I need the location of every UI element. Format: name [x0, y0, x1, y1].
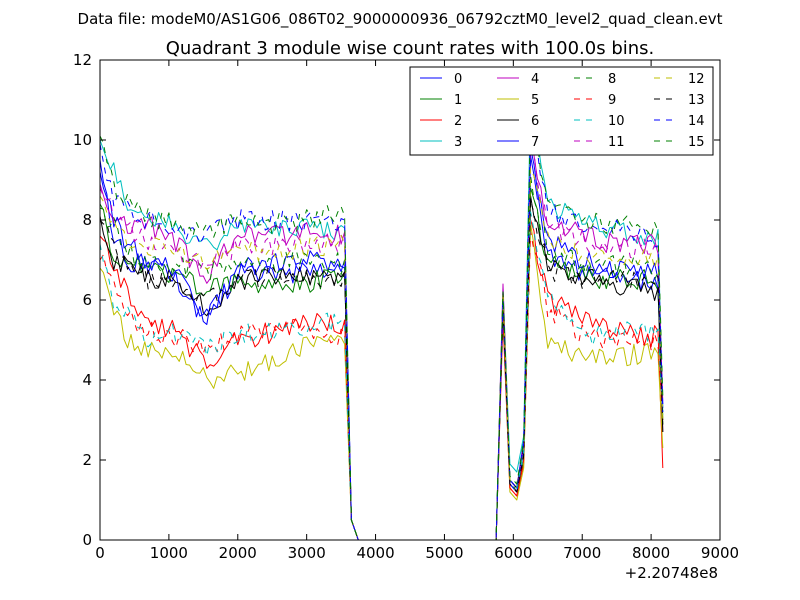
chart-suptitle: Data file: modeM0/AS1G06_086T02_90000009… [78, 10, 723, 29]
series-11-line [99, 147, 664, 541]
series-6-line [99, 195, 664, 541]
series-2-line [99, 219, 664, 541]
legend-label-11: 11 [608, 135, 625, 150]
legend-label-2: 2 [454, 114, 462, 129]
legend-label-4: 4 [531, 72, 539, 87]
x-tick-label: 0 [95, 544, 105, 562]
y-tick-label: 2 [82, 451, 92, 469]
x-tick-label: 7000 [563, 544, 601, 562]
chart-title: Quadrant 3 module wise count rates with … [166, 38, 655, 59]
series-5-line [99, 223, 664, 541]
legend-label-0: 0 [454, 72, 462, 87]
series-13-line [99, 199, 664, 541]
x-tick-label: 2000 [219, 544, 257, 562]
y-tick-label: 10 [73, 131, 92, 149]
x-tick-label: 9000 [701, 544, 739, 562]
x-tick-label: 4000 [356, 544, 394, 562]
series-1-line [99, 187, 664, 541]
x-tick-label: 3000 [288, 544, 326, 562]
axis-ticks: 0 1000 2000 3000 4000 5000 6000 7000 8000 9000 0 2 4… [73, 51, 739, 562]
legend-label-8: 8 [608, 72, 616, 87]
series-10-line [99, 211, 664, 541]
legend-label-14: 14 [688, 114, 705, 129]
legend-box [409, 66, 714, 156]
legend-label-10: 10 [608, 114, 625, 129]
y-tick-label: 8 [82, 211, 92, 229]
legend-label-1: 1 [454, 93, 462, 108]
legend-label-7: 7 [531, 135, 539, 150]
y-tick-label: 4 [82, 371, 92, 389]
legend-label-5: 5 [531, 93, 539, 108]
x-tick-label: 1000 [150, 544, 188, 562]
x-offset-label: +2.20748e8 [625, 564, 718, 582]
series-4-line [99, 147, 664, 541]
series-8-line [99, 175, 664, 541]
series-9-line [99, 231, 664, 541]
legend-label-15: 15 [688, 135, 705, 150]
x-tick-label: 5000 [425, 544, 463, 562]
series-14-line [99, 123, 664, 541]
legend-label-9: 9 [608, 93, 616, 108]
series-3-line [99, 95, 664, 541]
y-tick-label: 0 [82, 531, 92, 549]
legend-label-3: 3 [454, 135, 462, 150]
legend-label-6: 6 [531, 114, 539, 129]
y-tick-label: 12 [73, 51, 92, 69]
legend-label-12: 12 [688, 72, 705, 87]
y-tick-label: 6 [82, 291, 92, 309]
x-tick-label: 6000 [494, 544, 532, 562]
series-0-line [99, 147, 664, 541]
series-12-line [99, 167, 664, 541]
x-tick-label: 8000 [632, 544, 670, 562]
legend-label-13: 13 [688, 93, 705, 108]
